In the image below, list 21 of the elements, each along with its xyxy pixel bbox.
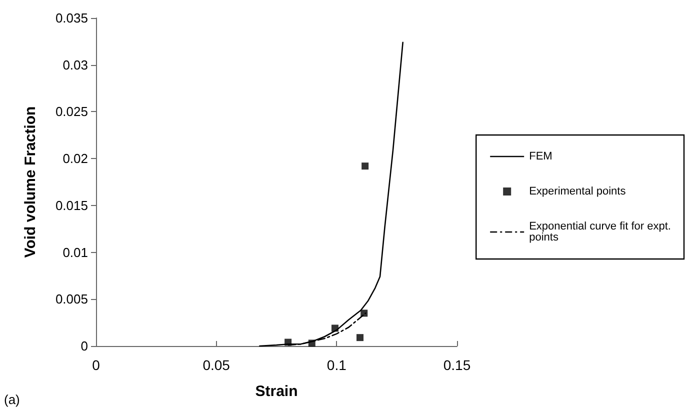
y-tick-label: 0.02 bbox=[62, 151, 88, 166]
legend-label: FEM bbox=[529, 150, 552, 162]
point bbox=[356, 334, 364, 342]
y-tick-label: 0 bbox=[80, 338, 88, 354]
legend-label: Experimental points bbox=[529, 186, 626, 198]
text: (a) bbox=[4, 392, 20, 407]
x-tick-label: 0.1 bbox=[326, 357, 347, 373]
line-series bbox=[259, 42, 404, 347]
legend-label: Exponential curve fit for expt. points bbox=[529, 220, 674, 244]
y-tick-label: 0.015 bbox=[55, 198, 88, 213]
point bbox=[362, 162, 369, 170]
y-axis-title: Void volume Fraction bbox=[22, 106, 39, 258]
y-tick-label: 0.035 bbox=[55, 10, 88, 26]
y-tick-label: 0.03 bbox=[62, 57, 88, 72]
y-tick-label: 0.025 bbox=[55, 104, 88, 120]
x-tick-label: 0.05 bbox=[202, 357, 230, 373]
y-tick-label: 0.01 bbox=[62, 244, 88, 260]
x-tick-label: 0 bbox=[92, 357, 100, 373]
x-axis-title: Strain bbox=[255, 383, 298, 400]
x-tick-label: 0.15 bbox=[443, 357, 471, 373]
y-tick-label: 0.005 bbox=[55, 292, 88, 307]
